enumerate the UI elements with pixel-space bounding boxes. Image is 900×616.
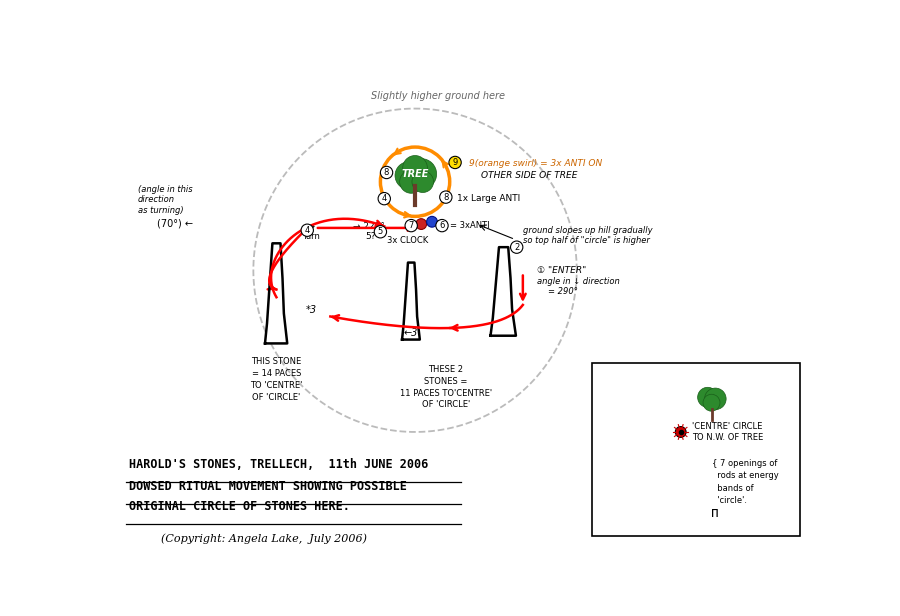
Circle shape (705, 388, 726, 410)
Circle shape (412, 171, 434, 192)
Text: 3x CLOCK: 3x CLOCK (387, 237, 428, 245)
Circle shape (378, 192, 391, 205)
Polygon shape (265, 243, 287, 343)
Text: 5: 5 (378, 227, 383, 237)
Text: (angle in this
direction
as turning): (angle in this direction as turning) (138, 185, 193, 214)
Circle shape (416, 219, 427, 229)
Text: { 7 openings of
  rods at energy
  bands of
  'circle'.: { 7 openings of rods at energy bands of … (712, 459, 778, 505)
Text: ←3: ←3 (403, 328, 418, 338)
Text: 2: 2 (514, 243, 519, 252)
Text: 9: 9 (453, 158, 458, 167)
Circle shape (406, 158, 436, 189)
Text: 4: 4 (304, 225, 310, 235)
Text: 1x Large ANTI: 1x Large ANTI (457, 194, 521, 203)
Circle shape (440, 191, 452, 203)
Text: (Copyright: Angela Lake,  July 2006): (Copyright: Angela Lake, July 2006) (161, 533, 367, 543)
Text: 8: 8 (443, 193, 448, 201)
Text: ① "ENTER": ① "ENTER" (536, 265, 586, 275)
Circle shape (302, 224, 313, 237)
Circle shape (449, 156, 462, 169)
Polygon shape (660, 455, 670, 517)
Text: Slightly higher ground here: Slightly higher ground here (371, 91, 505, 101)
Text: ground slopes up hill gradually
so top half of "circle" is higher: ground slopes up hill gradually so top h… (523, 226, 652, 245)
Text: angle in ↓ direction: angle in ↓ direction (536, 277, 619, 286)
Text: 4: 4 (382, 194, 387, 203)
Text: 'CENTRE' CIRCLE
TO N.W. OF TREE: 'CENTRE' CIRCLE TO N.W. OF TREE (692, 423, 763, 442)
Text: 5?: 5? (365, 232, 375, 241)
Text: 6: 6 (439, 221, 445, 230)
Polygon shape (402, 262, 419, 339)
Text: 9(orange swirl) = 3x ANTI ON: 9(orange swirl) = 3x ANTI ON (469, 160, 602, 168)
Text: DOWSED RITUAL MOVEMENT SHOWING POSSIBLE: DOWSED RITUAL MOVEMENT SHOWING POSSIBLE (129, 480, 407, 493)
Text: *3: *3 (306, 305, 317, 315)
Circle shape (374, 225, 387, 238)
Circle shape (436, 219, 448, 232)
Polygon shape (635, 451, 649, 517)
Circle shape (698, 387, 717, 407)
Circle shape (400, 170, 423, 193)
Text: →
Turn: → Turn (302, 222, 320, 241)
Polygon shape (491, 247, 516, 336)
Text: 8: 8 (384, 168, 389, 177)
Text: = 290°: = 290° (548, 287, 579, 296)
Text: OTHER SIDE OF TREE: OTHER SIDE OF TREE (481, 171, 577, 180)
Circle shape (675, 426, 686, 437)
Text: HAROLD'S STONES, TRELLECH,  11th JUNE 2006: HAROLD'S STONES, TRELLECH, 11th JUNE 200… (129, 458, 427, 471)
Text: (70°) ←: (70°) ← (158, 219, 194, 229)
Text: ORIGINAL CIRCLE OF STONES HERE.: ORIGINAL CIRCLE OF STONES HERE. (129, 500, 349, 513)
Circle shape (395, 161, 423, 189)
Circle shape (381, 166, 392, 179)
Circle shape (427, 216, 437, 227)
Text: = 3xANTI: = 3xANTI (450, 221, 490, 230)
Circle shape (510, 241, 523, 253)
Circle shape (402, 155, 428, 180)
Text: → 220°: → 220° (354, 222, 385, 232)
Text: THIS STONE
= 14 PACES
TO 'CENTRE'
OF 'CIRCLE': THIS STONE = 14 PACES TO 'CENTRE' OF 'CI… (250, 357, 302, 402)
Text: 7: 7 (409, 221, 414, 230)
Text: THESE 2
STONES =
11 PACES TO'CENTRE'
OF 'CIRCLE': THESE 2 STONES = 11 PACES TO'CENTRE' OF … (400, 365, 492, 410)
Circle shape (703, 394, 720, 411)
Bar (592, 363, 800, 536)
Circle shape (405, 219, 418, 232)
Text: ᴨ: ᴨ (712, 506, 719, 520)
Text: TREE: TREE (401, 169, 428, 179)
